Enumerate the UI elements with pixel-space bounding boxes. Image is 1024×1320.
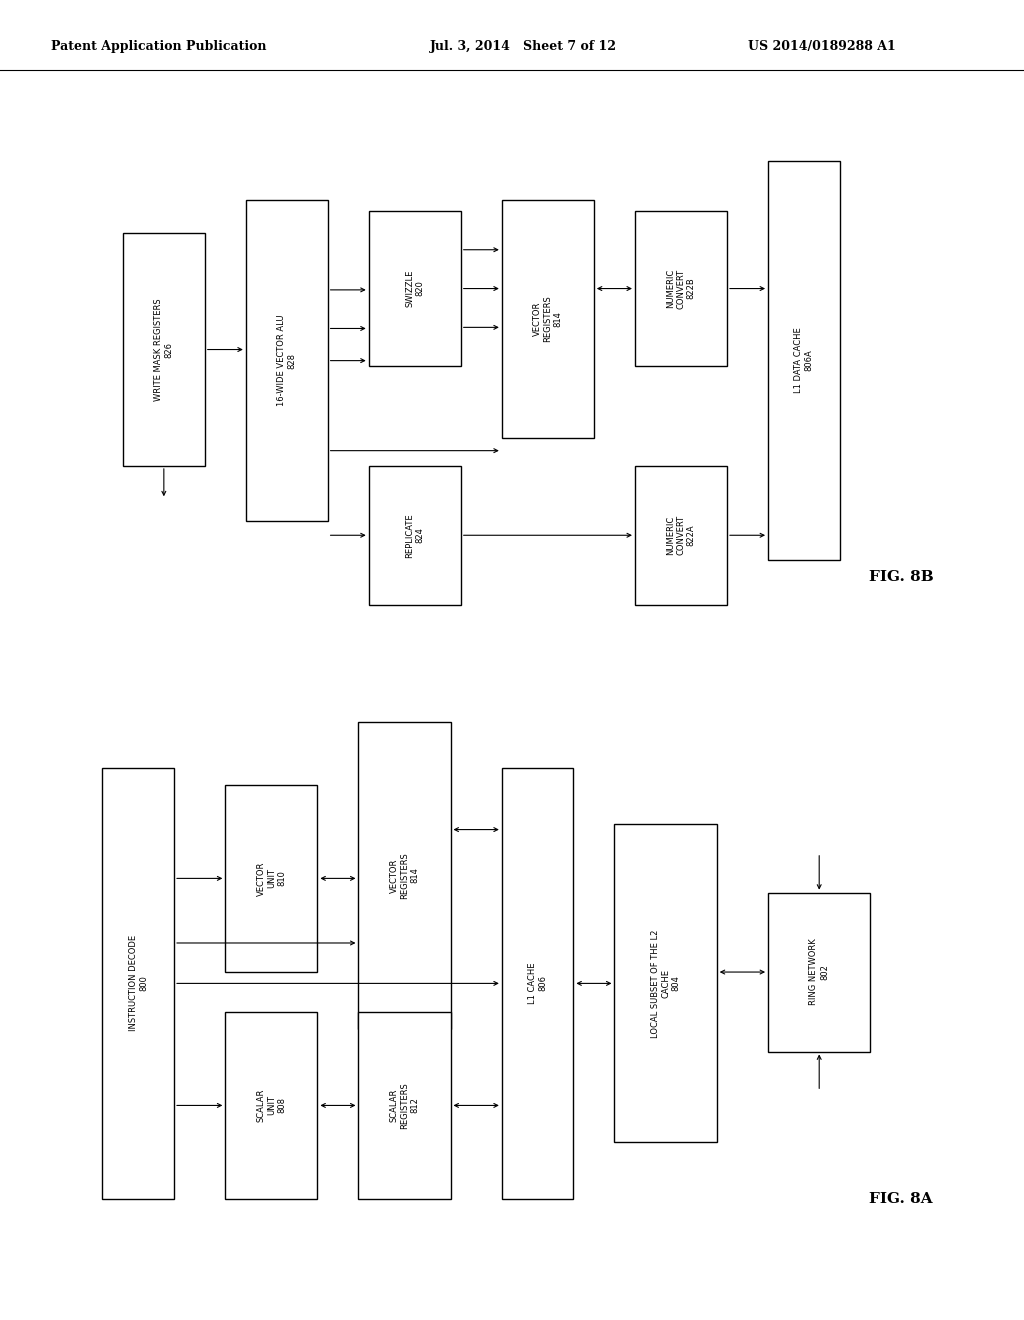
Bar (768, 892, 870, 1052)
Text: 16-WIDE VECTOR ALU
828: 16-WIDE VECTOR ALU 828 (278, 315, 296, 407)
Bar (635, 211, 727, 366)
Bar (358, 722, 451, 1028)
Text: INSTRUCTION DECODE
800: INSTRUCTION DECODE 800 (129, 936, 147, 1031)
Text: RING NETWORK
802: RING NETWORK 802 (810, 939, 828, 1006)
Text: VECTOR
UNIT
810: VECTOR UNIT 810 (256, 861, 287, 895)
Text: US 2014/0189288 A1: US 2014/0189288 A1 (748, 40, 895, 53)
Text: L1 DATA CACHE
806A: L1 DATA CACHE 806A (795, 327, 813, 393)
Text: LOCAL SUBSET OF THE L2
CACHE
804: LOCAL SUBSET OF THE L2 CACHE 804 (650, 929, 681, 1038)
Text: Jul. 3, 2014   Sheet 7 of 12: Jul. 3, 2014 Sheet 7 of 12 (430, 40, 617, 53)
Text: VECTOR
REGISTERS
814: VECTOR REGISTERS 814 (389, 853, 420, 899)
Bar (635, 466, 727, 605)
Bar (225, 1011, 317, 1199)
Text: SCALAR
UNIT
808: SCALAR UNIT 808 (256, 1089, 287, 1122)
Text: NUMERIC
CONVERT
822B: NUMERIC CONVERT 822B (666, 268, 696, 309)
Bar (246, 199, 328, 521)
Text: WRITE MASK REGISTERS
826: WRITE MASK REGISTERS 826 (155, 298, 173, 401)
Bar (502, 199, 594, 438)
Bar (102, 768, 174, 1199)
Bar (225, 784, 317, 972)
Text: REPLICATE
824: REPLICATE 824 (406, 513, 424, 557)
Text: VECTOR
REGISTERS
814: VECTOR REGISTERS 814 (532, 296, 563, 342)
Text: FIG. 8A: FIG. 8A (869, 1192, 933, 1206)
Bar (123, 234, 205, 466)
Bar (768, 161, 840, 560)
Text: L1 CACHE
806: L1 CACHE 806 (528, 962, 547, 1005)
Bar (614, 825, 717, 1142)
Text: Patent Application Publication: Patent Application Publication (51, 40, 266, 53)
Bar (358, 1011, 451, 1199)
Text: NUMERIC
CONVERT
822A: NUMERIC CONVERT 822A (666, 515, 696, 556)
Bar (369, 466, 461, 605)
Bar (502, 768, 573, 1199)
Bar (369, 211, 461, 366)
Text: FIG. 8B: FIG. 8B (868, 570, 934, 583)
Text: SCALAR
REGISTERS
812: SCALAR REGISTERS 812 (389, 1082, 420, 1129)
Text: SWIZZLE
820: SWIZZLE 820 (406, 269, 424, 308)
